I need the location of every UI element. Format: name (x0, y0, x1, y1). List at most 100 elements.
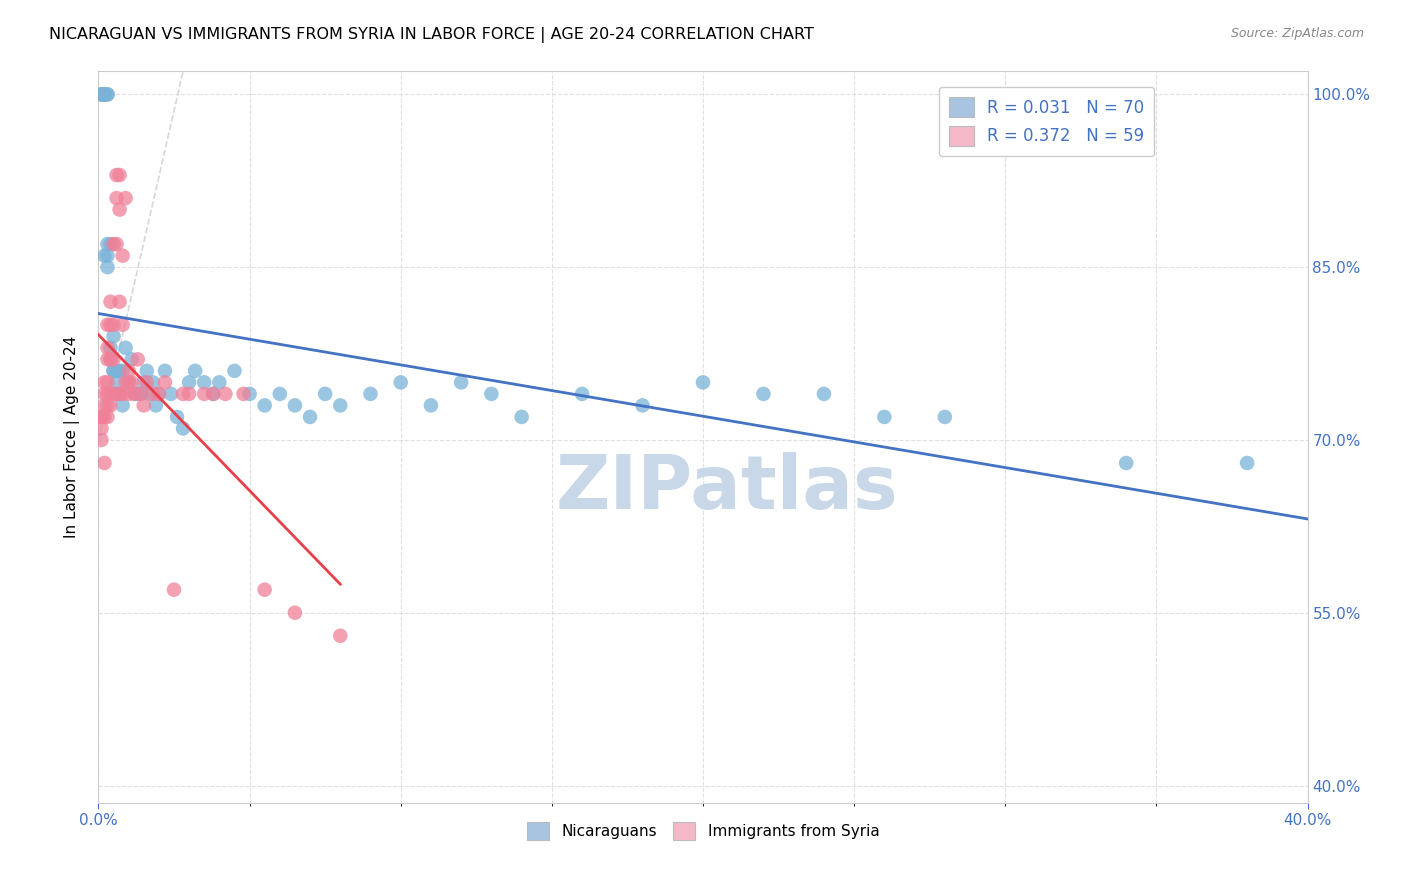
Point (96, 87, 118, 102)
Point (224, 364, 246, 378)
Point (114, 376, 136, 390)
Point (100, 318, 122, 332)
Point (105, 191, 128, 205)
Point (202, 387, 225, 401)
Point (93, 87, 115, 102)
Point (752, 387, 775, 401)
Point (93, 87, 115, 102)
Point (105, 168, 128, 182)
Point (93, 87, 115, 102)
Point (142, 387, 165, 401)
Point (93, 456, 115, 470)
Point (90, 87, 112, 102)
Point (314, 387, 336, 401)
Point (100, 294, 122, 309)
Point (108, 387, 131, 401)
Point (127, 352, 149, 367)
Point (93, 249, 115, 263)
Point (100, 387, 122, 401)
Point (96, 352, 118, 367)
Point (253, 582, 276, 597)
Point (389, 376, 412, 390)
Point (111, 249, 134, 263)
Point (179, 387, 201, 401)
Point (103, 237, 125, 252)
Point (118, 376, 141, 390)
Point (105, 387, 128, 401)
Point (148, 387, 170, 401)
Point (96, 260, 118, 275)
Point (96, 387, 118, 401)
Point (1236, 456, 1258, 470)
Point (105, 376, 128, 390)
Point (100, 352, 122, 367)
Point (100, 398, 122, 412)
Point (510, 409, 533, 424)
Point (329, 398, 352, 412)
Point (96, 341, 118, 355)
Point (232, 387, 254, 401)
Point (103, 352, 125, 367)
Point (111, 387, 134, 401)
Point (179, 376, 201, 390)
Point (145, 398, 167, 412)
Point (631, 398, 654, 412)
Point (96, 318, 118, 332)
Point (329, 629, 352, 643)
Point (111, 318, 134, 332)
Point (121, 376, 143, 390)
Point (253, 398, 276, 412)
Point (90, 87, 112, 102)
Point (100, 341, 122, 355)
Point (124, 387, 146, 401)
Point (360, 387, 382, 401)
Point (108, 387, 131, 401)
Point (103, 318, 125, 332)
Point (692, 376, 714, 390)
Point (813, 387, 835, 401)
Point (96, 398, 118, 412)
Point (873, 409, 896, 424)
Point (214, 387, 236, 401)
Point (118, 376, 141, 390)
Point (127, 387, 149, 401)
Point (153, 376, 176, 390)
Point (108, 294, 131, 309)
Point (105, 387, 128, 401)
Point (239, 387, 262, 401)
Point (160, 387, 183, 401)
Point (111, 364, 134, 378)
Text: Source: ZipAtlas.com: Source: ZipAtlas.com (1230, 27, 1364, 40)
Point (163, 582, 186, 597)
Point (132, 398, 155, 412)
Point (118, 364, 141, 378)
Point (93, 376, 115, 390)
Point (118, 387, 141, 401)
Point (129, 387, 152, 401)
Point (90, 409, 112, 424)
Point (100, 237, 122, 252)
Point (114, 341, 136, 355)
Point (100, 352, 122, 367)
Point (93, 387, 115, 401)
Point (111, 398, 134, 412)
Point (135, 376, 157, 390)
Point (121, 352, 143, 367)
Point (90, 409, 112, 424)
Point (103, 364, 125, 378)
Point (93, 87, 115, 102)
Point (96, 376, 118, 390)
Point (96, 409, 118, 424)
Point (193, 376, 215, 390)
Point (103, 329, 125, 343)
Point (208, 376, 231, 390)
Point (202, 387, 225, 401)
Point (124, 387, 146, 401)
Point (108, 202, 131, 217)
Point (481, 387, 503, 401)
Point (114, 191, 136, 205)
Y-axis label: In Labor Force | Age 20-24: In Labor Force | Age 20-24 (63, 336, 80, 538)
Point (90, 421, 112, 435)
Point (172, 421, 194, 435)
Point (129, 387, 152, 401)
